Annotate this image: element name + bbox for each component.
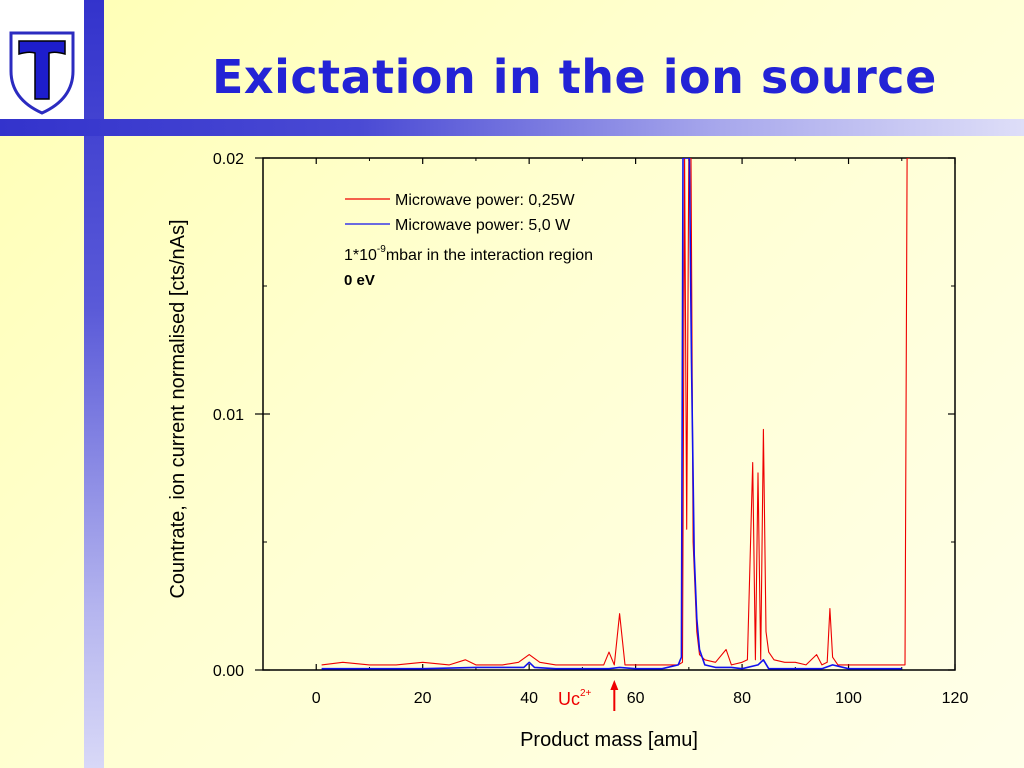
y-tick-label: 0.01 — [213, 407, 244, 424]
y-axis-label: Countrate, ion current normalised [cts/n… — [167, 219, 189, 598]
legend-entry-blue: Microwave power: 5,0 W — [395, 217, 571, 234]
x-tick-label: 80 — [733, 690, 751, 707]
slide-title: Exictation in the ion source — [212, 50, 937, 104]
legend-energy-note: 0 eV — [344, 272, 375, 289]
y-tick-label: 0.02 — [213, 151, 244, 168]
series-line-high-power — [321, 158, 902, 670]
left-accent-bar — [84, 0, 104, 768]
x-axis: 0 20 40 60 80 100 120 — [262, 158, 969, 707]
legend: Microwave power: 0,25W Microwave power: … — [344, 192, 593, 289]
x-tick-label: 100 — [835, 690, 862, 707]
uc-label: Uc2+ — [558, 688, 592, 709]
uc-arrow-head — [610, 680, 619, 690]
y-tick-label: 0.00 — [213, 663, 244, 680]
x-tick-label: 60 — [627, 690, 645, 707]
uc-label-text: Uc — [558, 689, 580, 709]
legend-pressure-note: 1*10-9mbar in the interaction region — [344, 244, 593, 264]
x-tick-label: 20 — [414, 690, 432, 707]
series-layer — [321, 158, 910, 670]
pressure-prefix: 1*10 — [344, 247, 377, 264]
title-underline-bar — [0, 119, 1024, 136]
x-tick-label: 40 — [520, 690, 538, 707]
series-line-low-power — [321, 158, 910, 666]
shield-logo-icon — [9, 31, 75, 115]
x-axis-label: Product mass [amu] — [520, 729, 698, 751]
uc-label-charge: 2+ — [580, 688, 592, 699]
legend-entry-red: Microwave power: 0,25W — [395, 192, 576, 209]
pressure-suffix: mbar in the interaction region — [386, 247, 593, 264]
x-tick-label: 120 — [942, 690, 969, 707]
plot-frame — [262, 157, 956, 671]
y-axis: 0.00 0.01 0.02 — [213, 151, 955, 680]
x-tick-label: 0 — [312, 690, 321, 707]
university-logo — [0, 0, 84, 119]
pressure-exponent: -9 — [377, 244, 386, 255]
uc-annotation: Uc2+ — [558, 680, 619, 711]
